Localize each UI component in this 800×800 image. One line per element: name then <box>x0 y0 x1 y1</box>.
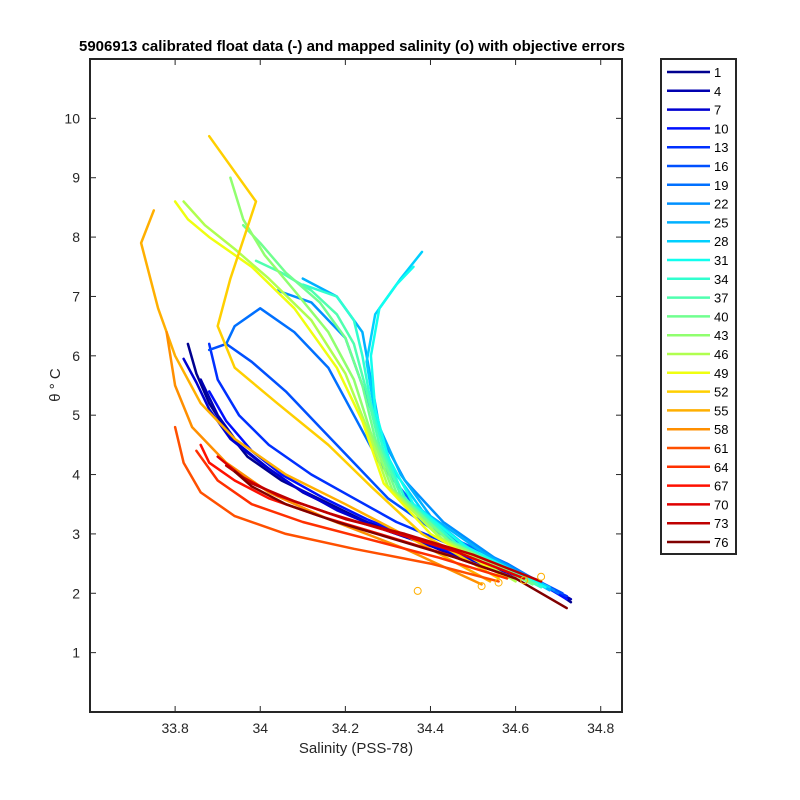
series-line-61 <box>173 425 500 583</box>
legend-label: 22 <box>714 197 728 212</box>
series-line-31 <box>369 265 547 589</box>
legend: 1 4 7 10 13 16 19 22 25 28 31 34 37 40 43 46 49 52 55 58 61 6… <box>660 58 737 555</box>
legend-label: 49 <box>714 366 728 381</box>
mapped-salinity-point <box>413 586 422 595</box>
legend-box <box>660 58 737 555</box>
series-line-19 <box>224 307 560 595</box>
y-tick-label: 2 <box>72 585 80 601</box>
x-tick-label: 34.8 <box>587 720 614 736</box>
legend-label: 34 <box>714 272 728 287</box>
y-axis-label: θ ° C <box>47 368 64 402</box>
series-line-55 <box>139 209 492 583</box>
y-tick-label: 10 <box>64 110 80 126</box>
x-tick-label: 34.2 <box>332 720 359 736</box>
legend-label: 58 <box>714 422 728 437</box>
y-tick-label: 6 <box>72 348 80 364</box>
series-line-34 <box>301 283 543 589</box>
legend-label: 43 <box>714 328 728 343</box>
legend-label: 7 <box>714 103 721 118</box>
legend-label: 1 <box>714 65 721 80</box>
series-line-46 <box>182 200 517 583</box>
legend-label: 70 <box>714 497 728 512</box>
x-tick-label: 33.8 <box>161 720 188 736</box>
legend-label: 4 <box>714 84 721 99</box>
x-tick-label: 34.4 <box>417 720 444 736</box>
legend-label: 10 <box>714 121 728 136</box>
y-tick-label: 1 <box>72 645 80 661</box>
legend-label: 67 <box>714 479 728 494</box>
series-line-76 <box>233 470 568 610</box>
y-tick-label: 3 <box>72 526 80 542</box>
legend-label: 31 <box>714 253 728 268</box>
legend-label: 52 <box>714 385 728 400</box>
y-axis: 1 2 3 4 5 6 7 8 9 10 <box>64 110 622 661</box>
mapped-salinity-point <box>477 582 486 591</box>
mapped-salinity-point <box>520 576 529 585</box>
series-line-58 <box>165 330 483 586</box>
legend-label: 25 <box>714 215 728 230</box>
legend-label: 76 <box>714 535 728 550</box>
legend-label: 64 <box>714 460 728 475</box>
y-tick-label: 5 <box>72 407 80 423</box>
legend-label: 55 <box>714 403 728 418</box>
y-tick-label: 7 <box>72 288 80 304</box>
y-tick-label: 9 <box>72 170 80 186</box>
legend-label: 19 <box>714 178 728 193</box>
mapped-salinity-layer <box>413 572 546 595</box>
x-tick-label: 34.6 <box>502 720 529 736</box>
legend-label: 61 <box>714 441 728 456</box>
series-line-73 <box>224 464 543 583</box>
y-tick-label: 4 <box>72 467 80 483</box>
legend-label: 28 <box>714 234 728 249</box>
series-line-52 <box>207 134 500 580</box>
series-line-49 <box>173 200 509 580</box>
series-line-40 <box>241 223 534 586</box>
legend-label: 73 <box>714 516 728 531</box>
x-tick-label: 34 <box>252 720 268 736</box>
chart-title: 5906913 calibrated float data (-) and ma… <box>79 38 625 55</box>
series-layer <box>139 134 573 610</box>
x-axis: 33.8 34 34.2 34.4 34.6 34.8 <box>161 59 615 736</box>
legend-label: 40 <box>714 309 728 324</box>
legend-label: 37 <box>714 291 728 306</box>
legend-label: 46 <box>714 347 728 362</box>
y-tick-label: 8 <box>72 229 80 245</box>
mapped-salinity-point <box>494 578 503 587</box>
plot-frame <box>89 58 623 713</box>
legend-label: 16 <box>714 159 728 174</box>
legend-label: 13 <box>714 140 728 155</box>
series-line-64 <box>195 449 509 580</box>
x-axis-label: Salinity (PSS-78) <box>299 740 413 757</box>
mapped-salinity-point <box>537 572 546 581</box>
